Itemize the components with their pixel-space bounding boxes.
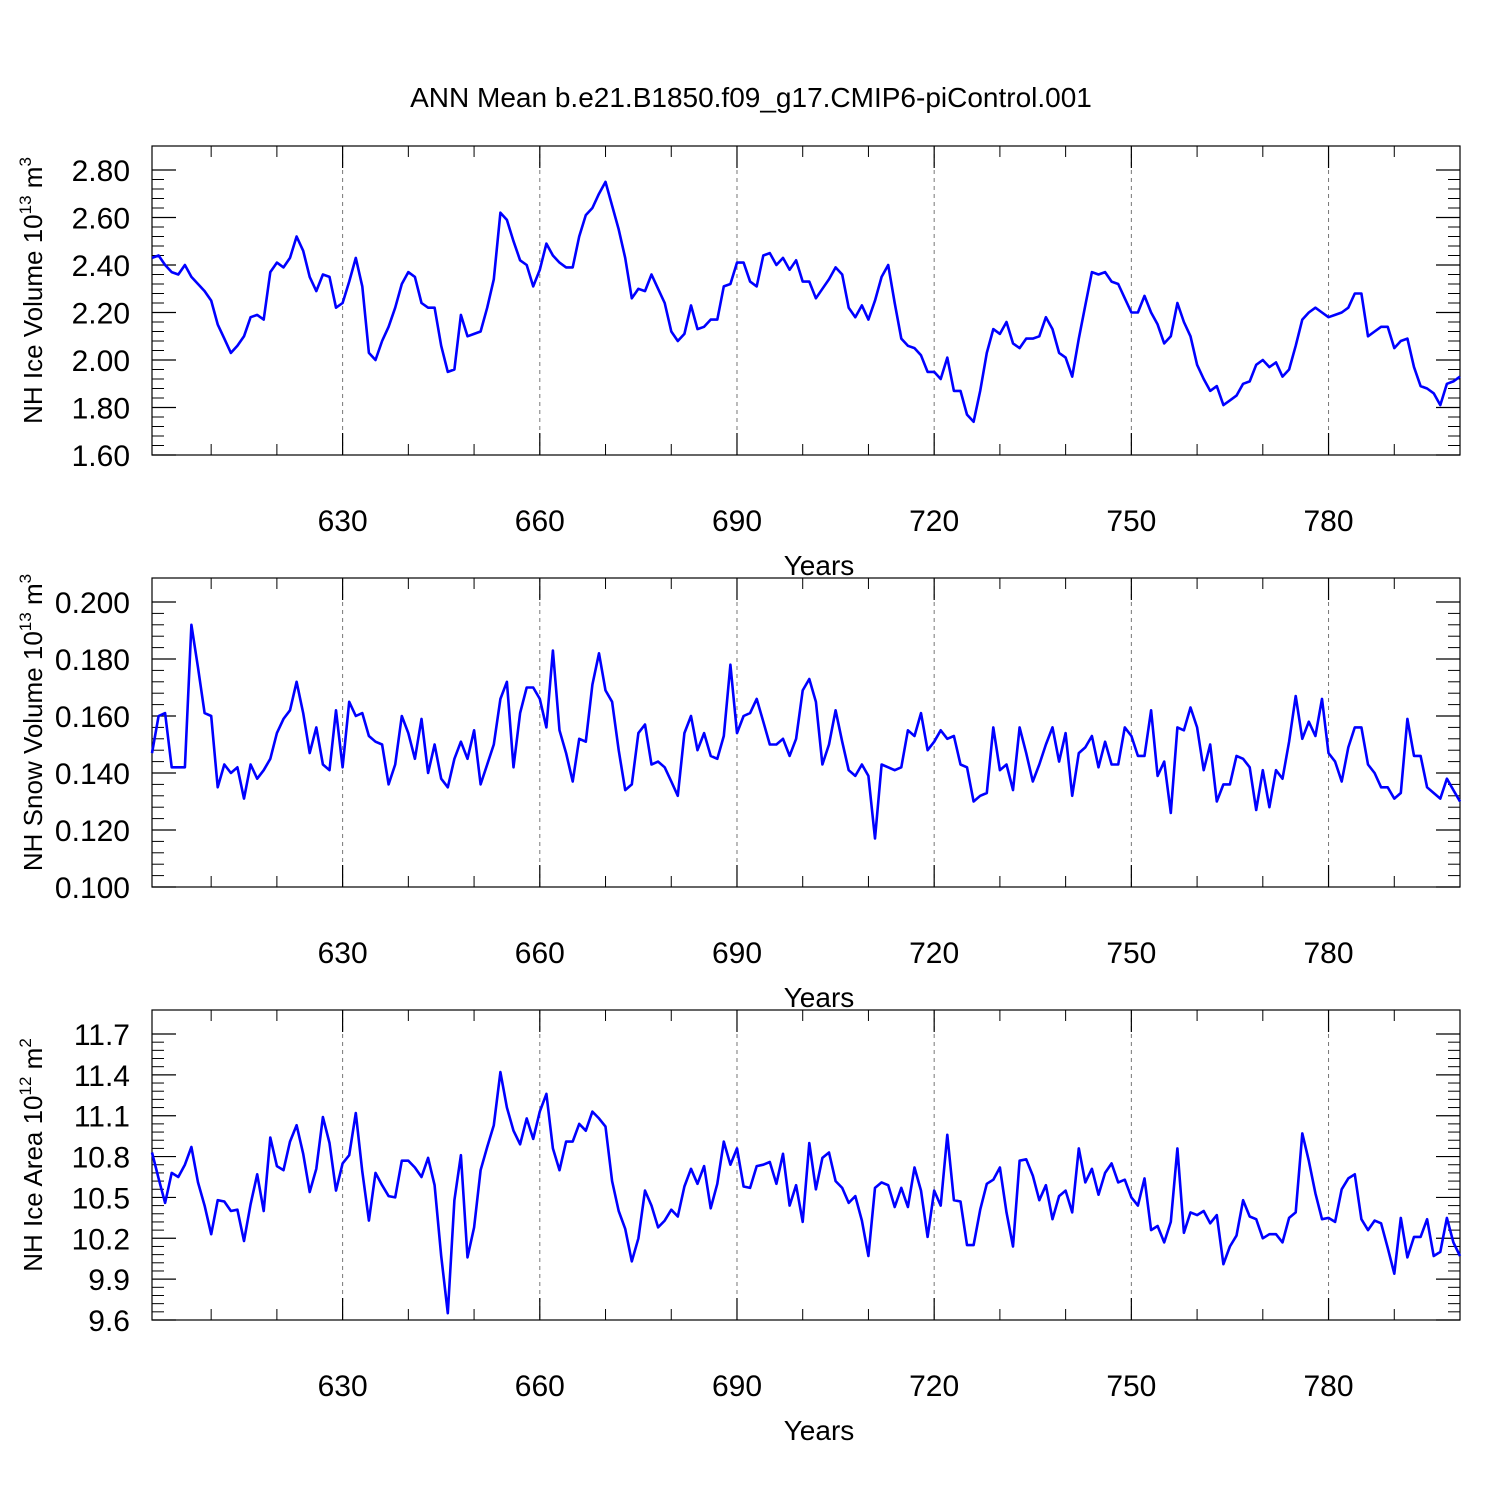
- y-tick-label: 11.7: [74, 1019, 130, 1052]
- x-tick-label: 750: [1106, 937, 1156, 970]
- x-tick-label: 750: [1106, 1370, 1156, 1403]
- x-tick-label: 630: [318, 1370, 368, 1403]
- plot-frame: [151, 1009, 1461, 1321]
- y-tick-label: 2.60: [72, 203, 130, 236]
- plot-frame: [151, 577, 1461, 888]
- x-tick-label: 720: [909, 505, 959, 538]
- y-tick-label: 1.80: [72, 393, 130, 426]
- series-line: [151, 180, 1461, 424]
- y-axis-label-ylabel-unit: m: [18, 583, 48, 612]
- y-tick-label: 0.140: [55, 758, 130, 791]
- y-axis-label-ylabel-unit-exp: 2: [16, 1038, 35, 1047]
- series-line: [150, 623, 1462, 840]
- y-tick-label: 0.120: [55, 815, 130, 848]
- y-tick-label: 1.60: [72, 440, 130, 473]
- x-tick-label: 660: [515, 937, 565, 970]
- y-tick-label: 9.9: [88, 1264, 130, 1297]
- x-tick-label: 780: [1304, 937, 1354, 970]
- x-tick-label: 660: [515, 1370, 565, 1403]
- y-tick-label: 11.4: [74, 1060, 130, 1093]
- y-tick-label: 2.80: [72, 155, 130, 188]
- y-axis-label-ylabel-main: NH Ice Volume 10: [18, 214, 48, 424]
- x-tick-label: 720: [909, 937, 959, 970]
- x-axis-label: Years: [784, 982, 855, 1013]
- y-tick-label: 0.200: [55, 587, 130, 620]
- y-axis-label-ylabel-exp: 13: [16, 195, 35, 214]
- y-axis-label-ylabel-main: NH Ice Area 10: [18, 1095, 48, 1271]
- y-axis-label-ylabel-exp: 12: [16, 1077, 35, 1096]
- x-tick-label: 630: [318, 505, 368, 538]
- y-axis-label-ylabel-unit-exp: 3: [16, 157, 35, 166]
- x-tick-label: 690: [712, 1370, 762, 1403]
- y-tick-label: 11.1: [74, 1101, 130, 1134]
- y-tick-label: 0.160: [55, 701, 130, 734]
- y-axis-label: NH Ice Volume 1013 m3: [16, 157, 48, 424]
- y-axis-label-ylabel-main: NH Snow Volume 10: [18, 631, 48, 871]
- plot-frame: [151, 145, 1461, 456]
- panel-3: 630 660 690 720 750 780 9.6 9.9 10.2 10.5 10.8 11.1…: [16, 1009, 1462, 1446]
- series-line: [150, 1070, 1462, 1315]
- x-tick-label: 690: [712, 937, 762, 970]
- y-tick-label: 0.180: [55, 644, 130, 677]
- y-axis-label: NH Ice Area 1012 m2: [16, 1038, 48, 1272]
- panel-2: 630 660 690 720 750 780 0.100 0.120 0.140 0.160 0.…: [16, 574, 1462, 1013]
- y-axis-label: NH Snow Volume 1013 m3: [16, 574, 48, 871]
- y-tick-label: 0.100: [55, 872, 130, 905]
- panel-1: 630 660 690 720 750 780 1.60 1.80 2.00 2.20 2.40 2.…: [16, 145, 1461, 581]
- y-axis-label-ylabel-exp: 13: [16, 612, 35, 631]
- x-axis-label: Years: [784, 1415, 855, 1446]
- y-tick-label: 9.6: [88, 1305, 130, 1338]
- x-tick-label: 660: [515, 505, 565, 538]
- y-tick-label: 10.5: [72, 1182, 130, 1215]
- y-axis-label-ylabel-unit: m: [18, 167, 48, 196]
- x-tick-label: 780: [1304, 505, 1354, 538]
- x-tick-label: 630: [318, 937, 368, 970]
- y-axis-label-ylabel-unit: m: [18, 1048, 48, 1077]
- y-tick-label: 10.2: [72, 1223, 130, 1256]
- y-tick-label: 2.20: [72, 298, 130, 331]
- y-tick-label: 2.00: [72, 345, 130, 378]
- x-tick-label: 780: [1304, 1370, 1354, 1403]
- y-tick-label: 2.40: [72, 250, 130, 283]
- x-tick-label: 750: [1106, 505, 1156, 538]
- panels: 630 660 690 720 750 780 1.60 1.80 2.00 2.20 2.40 2.…: [16, 145, 1462, 1446]
- x-tick-label: 720: [909, 1370, 959, 1403]
- x-axis-label: Years: [784, 550, 855, 581]
- y-tick-label: 10.8: [72, 1142, 130, 1175]
- x-tick-label: 690: [712, 505, 762, 538]
- figure-title: ANN Mean b.e21.B1850.f09_g17.CMIP6-piCon…: [410, 82, 1092, 113]
- y-axis-label-ylabel-unit-exp: 3: [16, 574, 35, 583]
